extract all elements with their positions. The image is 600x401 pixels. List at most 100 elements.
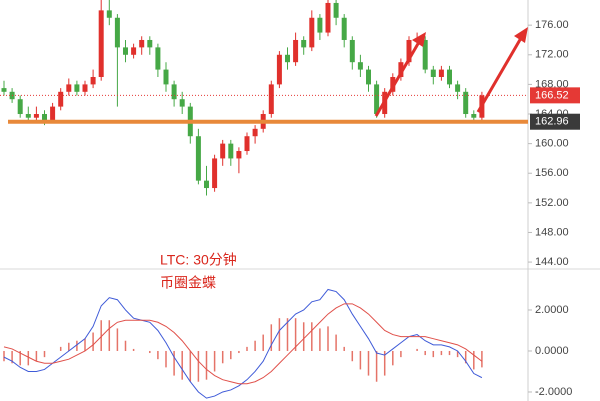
candle-body	[471, 114, 477, 118]
arrow-line	[476, 37, 523, 113]
arrow-head	[514, 27, 528, 43]
macd-histogram-bar	[19, 350, 21, 366]
candle-body	[252, 128, 258, 137]
candle-body	[66, 84, 72, 92]
candle-body	[147, 39, 153, 48]
last-price-box	[530, 87, 580, 104]
y-tick-label: 168.00	[535, 78, 569, 90]
macd-histogram-bar	[149, 350, 151, 354]
macd-histogram-bar	[43, 350, 46, 358]
candle-body	[374, 84, 380, 115]
candle-body	[447, 69, 452, 85]
candle-body	[406, 39, 412, 63]
macd-histogram-bar	[189, 350, 192, 382]
macd-histogram-bar	[230, 350, 232, 360]
macd-histogram-bar	[416, 348, 418, 351]
macd-histogram-bar	[286, 318, 289, 351]
candle-body	[317, 17, 323, 33]
candle-body	[82, 84, 88, 92]
y-tick-label: 160.00	[535, 138, 569, 150]
candle-body	[309, 17, 315, 48]
candle-body	[293, 39, 299, 63]
macd-histogram-bar	[359, 350, 362, 370]
candle-body	[430, 69, 436, 77]
candle-body	[357, 62, 363, 70]
candle-body	[114, 17, 120, 48]
macd-histogram-bar	[173, 350, 175, 376]
macd-histogram-bar	[197, 350, 200, 382]
candle-body	[179, 99, 185, 107]
macd-histogram-bar	[343, 346, 345, 351]
candle-body	[438, 69, 444, 77]
macd-histogram-bar	[59, 346, 62, 351]
y-tick-label: 144.00	[535, 256, 569, 268]
candle-body	[276, 54, 282, 85]
macd-histogram-bar	[254, 340, 256, 351]
candle-body	[341, 17, 347, 40]
macd-histogram-bar	[383, 350, 386, 376]
macd-histogram-bar	[100, 320, 102, 351]
y-tick-label: 156.00	[535, 167, 569, 179]
candle-body	[90, 76, 96, 85]
macd-histogram-bar	[400, 350, 402, 358]
candle-body	[74, 84, 80, 92]
candle-body	[50, 106, 56, 122]
candle-body	[106, 10, 112, 18]
support-label: 162.96	[535, 116, 569, 128]
macd-histogram-bar	[221, 350, 224, 364]
macd-histogram-bar	[246, 346, 248, 351]
candle-body	[244, 136, 250, 152]
macd-histogram-bar	[481, 350, 483, 368]
macd-histogram-bar	[424, 350, 426, 356]
candle-body	[463, 91, 469, 115]
macd-histogram-bar	[213, 350, 216, 372]
annotation: LTC: 30分钟	[160, 252, 237, 268]
candle-body	[366, 69, 371, 85]
macd-histogram-bar	[270, 324, 273, 351]
macd-histogram-bar	[448, 350, 451, 356]
macd-histogram-bar	[84, 338, 86, 351]
candle-body	[58, 91, 64, 107]
macd-histogram-bar	[108, 320, 111, 351]
macd-histogram-bar	[165, 350, 167, 368]
macd-histogram-bar	[278, 318, 281, 351]
arrow-line	[374, 41, 421, 117]
macd-histogram-bar	[456, 350, 459, 358]
macd-histogram-bar	[68, 342, 70, 351]
macd-histogram-bar	[335, 334, 337, 351]
candle-body	[333, 2, 339, 18]
y-tick-label: 148.00	[535, 226, 569, 238]
macd-histogram-bar	[392, 350, 394, 366]
candle-body	[25, 114, 31, 118]
candle-body	[301, 39, 307, 48]
y-tick-label: 2.0000	[535, 304, 569, 316]
candle-body	[171, 84, 177, 100]
macd-histogram-bar	[311, 322, 313, 351]
macd-histogram-bar	[351, 350, 354, 362]
macd-histogram-bar	[11, 350, 13, 364]
macd-histogram-bar	[76, 340, 78, 351]
candle-body	[236, 151, 242, 159]
macd-histogram-bar	[464, 350, 467, 364]
y-tick-label: -2.0000	[535, 386, 572, 398]
candle-body	[398, 62, 404, 77]
macd-histogram-bar	[294, 318, 297, 351]
candle-body	[285, 54, 290, 63]
candle-body	[98, 10, 104, 77]
candle-body	[195, 136, 201, 181]
macd-histogram-bar	[116, 328, 119, 351]
candle-body	[325, 2, 331, 33]
candle-body	[268, 84, 274, 115]
macd-histogram-bar	[327, 326, 329, 351]
candle-body	[33, 114, 39, 118]
macd-histogram-bar	[262, 334, 264, 351]
candle-body	[212, 158, 218, 189]
macd-histogram-bar	[27, 350, 30, 366]
candle-body	[163, 69, 169, 85]
macd-histogram-bar	[205, 350, 208, 380]
candle-body	[422, 39, 428, 70]
macd-histogram-bar	[440, 350, 443, 356]
macd-histogram-bar	[92, 332, 94, 351]
macd-histogram-bar	[124, 340, 127, 351]
